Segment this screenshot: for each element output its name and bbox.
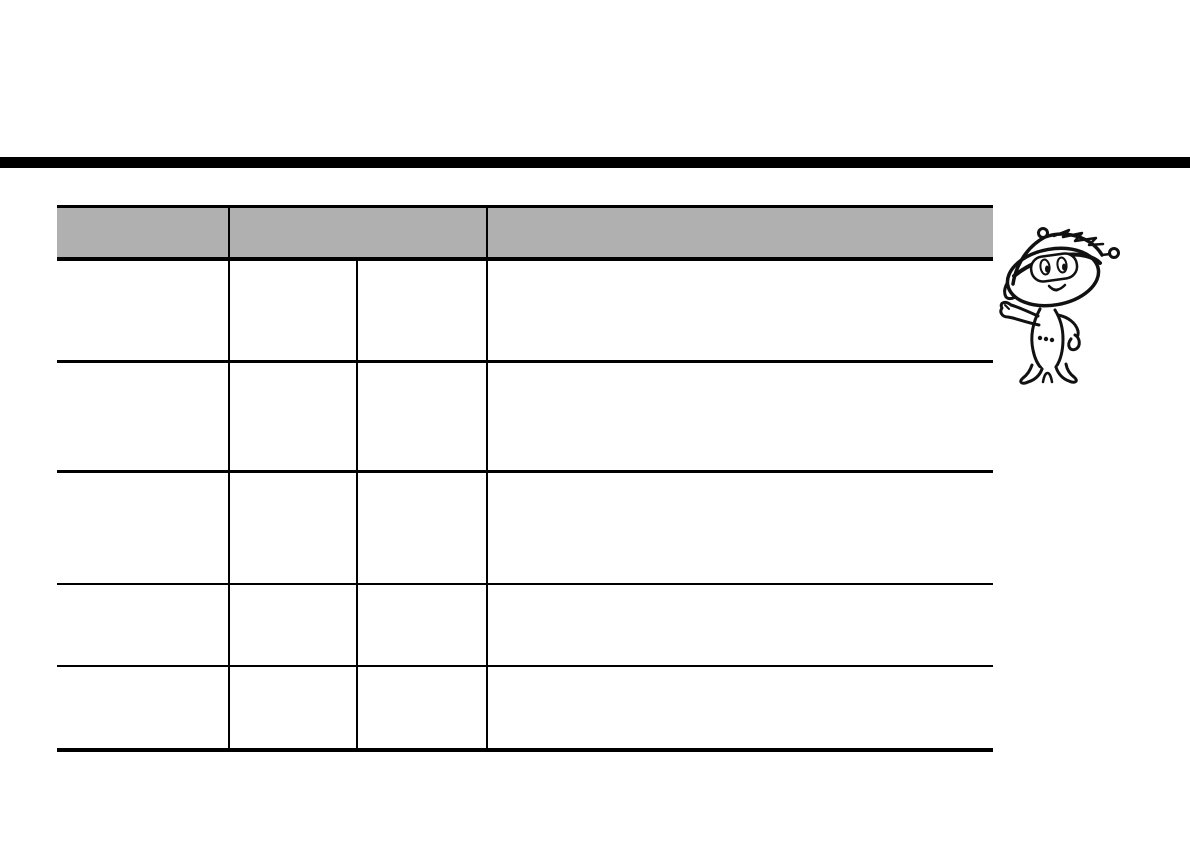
table-cell xyxy=(356,585,486,665)
table-cell xyxy=(228,473,356,583)
table-cell xyxy=(228,667,356,748)
table-column-divider xyxy=(486,261,488,752)
table-row xyxy=(57,473,993,583)
table-row-separator xyxy=(57,360,993,363)
table-column-divider xyxy=(228,205,230,261)
table-column-divider xyxy=(228,261,230,752)
table-cell xyxy=(57,261,228,360)
table-cell xyxy=(486,473,993,583)
table-row-separator xyxy=(57,665,993,667)
table-cell xyxy=(57,585,228,665)
table-cell xyxy=(356,261,486,360)
table-cell xyxy=(486,667,993,748)
table-cell xyxy=(486,261,993,360)
table-cell xyxy=(486,585,993,665)
table-top-border xyxy=(57,205,993,208)
table-column-divider xyxy=(356,261,358,752)
table-cell xyxy=(228,363,356,470)
table-cell xyxy=(356,363,486,470)
table-header-cell xyxy=(228,208,486,257)
table-header-cell xyxy=(57,208,228,257)
table-column-divider xyxy=(486,205,488,261)
table-header-cell xyxy=(486,208,993,257)
table-cell xyxy=(356,473,486,583)
table-row xyxy=(57,667,993,748)
cooking-guide-table xyxy=(57,205,993,753)
table-cell xyxy=(57,473,228,583)
table-cell xyxy=(57,363,228,470)
table-cell xyxy=(57,667,228,748)
table-row-separator xyxy=(57,583,993,585)
table-row xyxy=(57,261,993,360)
table-row xyxy=(57,585,993,665)
table-cell xyxy=(486,363,993,470)
section-divider-rule xyxy=(0,157,1190,168)
table-row-separator xyxy=(57,470,993,473)
table-header-row xyxy=(57,208,993,257)
table-row xyxy=(57,363,993,470)
table-cell xyxy=(228,261,356,360)
robot-chef-mascot-illustration xyxy=(999,227,1120,385)
table-cell xyxy=(228,585,356,665)
table-header-border xyxy=(57,257,993,261)
table-bottom-border xyxy=(57,748,993,752)
table-cell xyxy=(356,667,486,748)
